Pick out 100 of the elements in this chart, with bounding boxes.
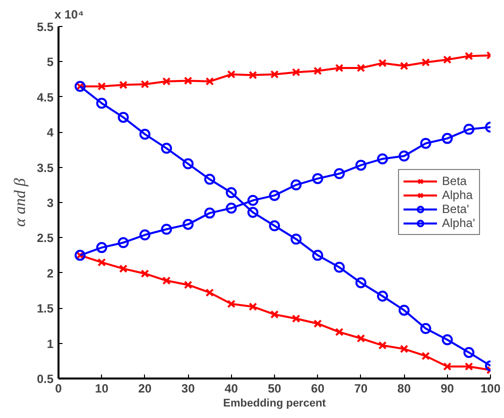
x-axis-title: Embedding percent (223, 398, 326, 410)
point (161, 224, 172, 235)
point (398, 150, 410, 162)
point (119, 264, 128, 273)
point (204, 208, 216, 219)
point (270, 310, 279, 319)
point (290, 179, 302, 190)
point (378, 58, 387, 68)
y-tick-label: 3 (46, 196, 54, 210)
point (463, 346, 474, 358)
x-tick-label: 50 (268, 382, 282, 396)
point (184, 280, 192, 290)
point (139, 128, 150, 140)
legend-label: Beta (442, 174, 467, 188)
point (269, 220, 280, 232)
x-tick-label: 60 (311, 382, 325, 396)
point (292, 314, 300, 323)
point (204, 174, 216, 185)
point (140, 269, 150, 278)
point (377, 290, 388, 302)
y-tick-label: 3.5 (36, 160, 54, 175)
point (464, 52, 474, 60)
y-tick-label: 1.5 (36, 302, 54, 316)
point (226, 187, 237, 198)
point (422, 58, 430, 67)
x-tick-label: 90 (440, 382, 454, 396)
y-axis-title: α and β (12, 178, 29, 227)
point (398, 304, 410, 316)
point (269, 190, 280, 201)
point (119, 80, 128, 90)
point (118, 112, 129, 123)
x-tick-label: 10 (95, 382, 109, 396)
x-tick-label: 20 (138, 382, 152, 396)
point (247, 206, 258, 218)
point (355, 277, 366, 288)
point (270, 70, 279, 79)
point (463, 124, 474, 135)
point (335, 64, 344, 72)
point (443, 362, 452, 371)
legend-label: Beta' (442, 202, 469, 216)
x-tick-label: 70 (354, 382, 368, 396)
point (226, 202, 237, 214)
point (420, 323, 432, 334)
point (96, 242, 108, 254)
point (118, 237, 129, 248)
y-tick-label: 4 (46, 126, 54, 140)
y-tick-label: 5.5 (36, 20, 54, 34)
point (334, 262, 345, 273)
point (162, 276, 171, 285)
point (227, 300, 236, 308)
point (292, 68, 300, 76)
point (162, 77, 171, 86)
point (400, 62, 408, 70)
x-tick-label: 40 (224, 382, 238, 396)
y-tick-label: 0.5 (36, 372, 54, 386)
point (227, 70, 236, 79)
point (378, 341, 387, 350)
legend-label: Alpha' (442, 216, 475, 230)
point (98, 258, 106, 267)
x-tick-label: 0 (55, 382, 62, 396)
point (334, 168, 345, 180)
x-tick-label: 80 (397, 382, 412, 396)
point (400, 344, 408, 354)
point (184, 76, 192, 85)
point (420, 138, 432, 149)
point (442, 334, 453, 346)
point (314, 66, 322, 76)
point (96, 98, 108, 109)
y-tick-label: 2.5 (36, 231, 54, 246)
point (356, 334, 366, 343)
legend-label: Alpha (442, 188, 473, 202)
point (98, 82, 106, 91)
point (314, 319, 322, 328)
point (161, 142, 172, 154)
point (312, 250, 324, 261)
point (355, 160, 366, 171)
point (140, 80, 150, 88)
point (247, 194, 258, 206)
point (356, 64, 366, 72)
point (206, 77, 214, 86)
text: x 10⁴ (54, 8, 84, 22)
point (248, 70, 258, 80)
point (290, 234, 302, 245)
point (248, 302, 258, 311)
point (312, 173, 324, 184)
x-tick-label: 100 (480, 382, 501, 396)
y-tick-label: 4.5 (36, 90, 54, 104)
point (206, 288, 214, 297)
point (422, 352, 430, 360)
point (139, 229, 150, 240)
point (443, 55, 452, 64)
point (182, 218, 194, 230)
point (464, 362, 474, 371)
point (335, 328, 344, 336)
point (442, 132, 453, 144)
y-tick-label: 5 (46, 55, 54, 70)
x-tick-label: 30 (181, 382, 196, 396)
y-tick-label: 2 (46, 266, 54, 280)
point (377, 153, 388, 164)
y-tick-label: 1 (46, 336, 54, 351)
